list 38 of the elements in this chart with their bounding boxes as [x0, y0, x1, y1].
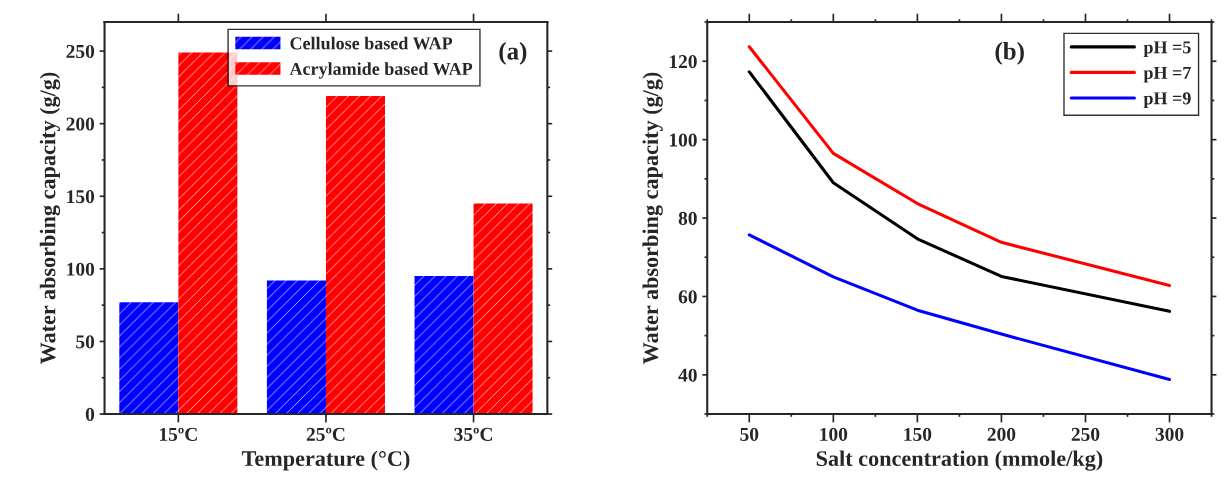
- x-axis-title: Temperature (°C): [241, 450, 410, 471]
- y-tick-label: 250: [66, 44, 95, 59]
- x-axis-title: Salt concentration (mmole/kg): [816, 450, 1103, 471]
- legend-label: pH =7: [1143, 66, 1191, 83]
- bar: [414, 276, 474, 415]
- y-tick-label: 40: [678, 368, 697, 382]
- legend-label: pH =9: [1143, 92, 1191, 109]
- y-tick-label: 60: [678, 290, 697, 304]
- x-tick-label: 50: [740, 427, 759, 441]
- line-series: [747, 233, 1172, 382]
- y-axis-title: Water absorbing capacity (g/g): [39, 72, 61, 365]
- bar: [473, 203, 533, 415]
- legend-label: Cellulose based WAP: [290, 36, 453, 50]
- annotation: (a): [499, 42, 527, 65]
- bar: [325, 96, 385, 415]
- y-tick-label: 100: [67, 262, 95, 276]
- bar: [266, 280, 326, 415]
- x-tick-label: 15ºC: [159, 427, 197, 441]
- annotation: (b): [995, 42, 1024, 65]
- y-tick-label: 100: [669, 133, 697, 147]
- bar: [119, 302, 179, 415]
- x-tick-label: 200: [987, 427, 1016, 441]
- y-tick-label: 50: [76, 335, 95, 349]
- legend-label: pH =5: [1143, 41, 1191, 58]
- y-tick-label: 120: [669, 55, 697, 69]
- x-tick-label: 250: [1071, 427, 1100, 441]
- x-tick-label: 150: [904, 427, 932, 441]
- y-tick-label: 80: [678, 211, 697, 225]
- x-tick-label: 300: [1155, 427, 1184, 441]
- y-axis-title: Water absorbing capacity (g/g): [642, 72, 663, 365]
- bar: [178, 52, 238, 415]
- legend-label: Acrylamide based WAP: [289, 62, 473, 79]
- x-tick-label: 35ºC: [454, 427, 493, 441]
- y-tick-label: 150: [67, 190, 95, 204]
- x-tick-label: 100: [820, 427, 848, 441]
- x-tick-label: 25ºC: [306, 427, 345, 441]
- y-tick-label: 200: [66, 117, 95, 131]
- y-tick-label: 0: [85, 407, 95, 421]
